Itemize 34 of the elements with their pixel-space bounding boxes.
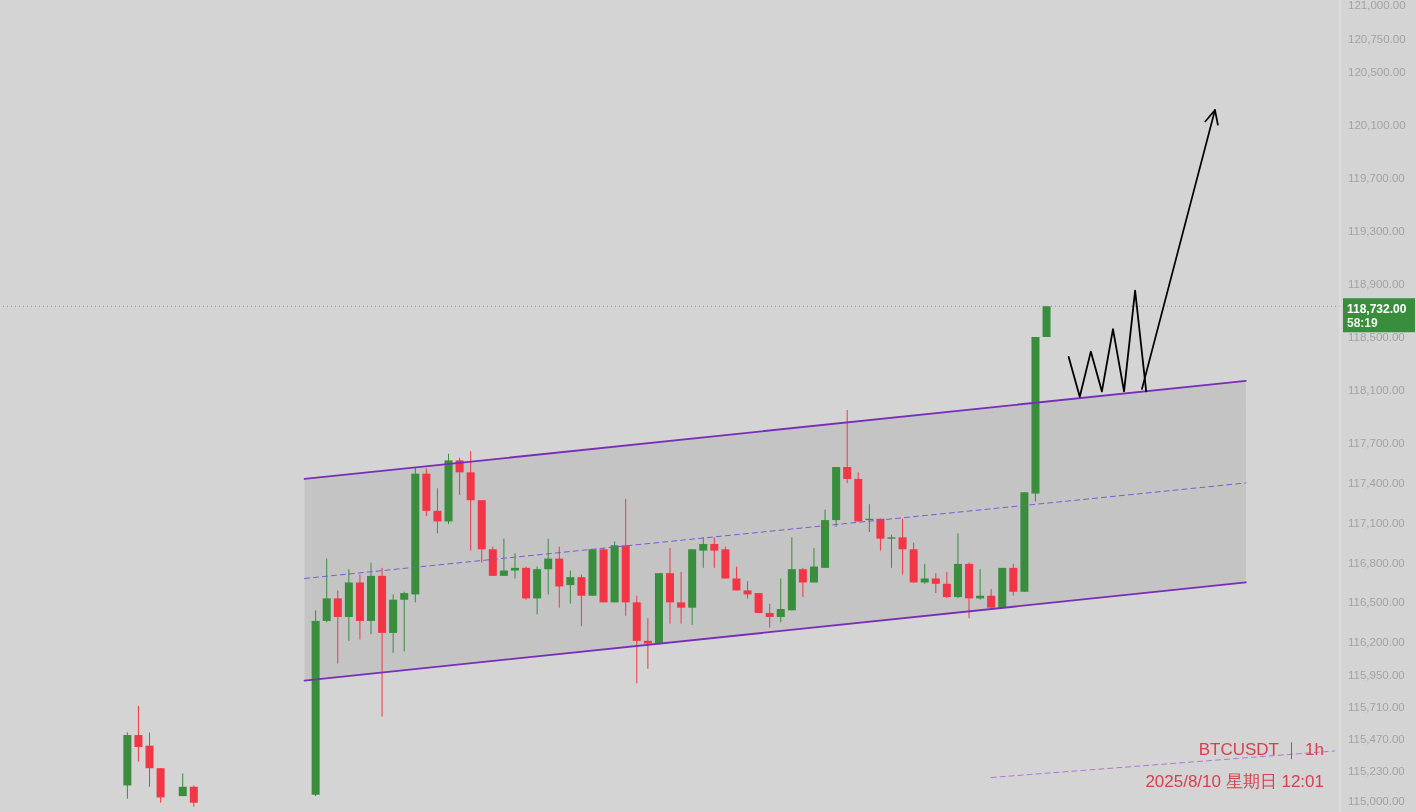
candlestick: [333, 589, 342, 664]
candlestick: [765, 603, 774, 629]
candlestick: [798, 567, 807, 598]
annotation: 2025/8/10 星期日 12:01: [1145, 771, 1324, 793]
candlestick: [577, 574, 586, 627]
candlestick: [677, 571, 686, 625]
candlestick: [898, 518, 907, 575]
candlestick: [510, 552, 519, 579]
candlestick: [710, 536, 719, 569]
candlestick: [1009, 563, 1018, 597]
candlestick: [754, 592, 763, 614]
text: 58:19: [1347, 316, 1379, 331]
candlestick: [931, 572, 940, 594]
candlestick: [566, 570, 575, 605]
candlestick: [499, 538, 508, 577]
candlestick: [544, 538, 553, 595]
candlestick: [699, 536, 708, 569]
ref-line-label: 118,732.00: [1347, 302, 1407, 317]
candlestick: [433, 487, 442, 534]
candlestick: [809, 547, 818, 583]
candlestick: [322, 558, 331, 623]
line-series: [1067, 289, 1148, 398]
candlestick: [843, 409, 852, 484]
candlestick: [134, 705, 143, 763]
candlestick: [876, 518, 885, 552]
candlestick: [987, 588, 996, 609]
candlestick: [920, 563, 929, 585]
candlestick: [776, 577, 785, 623]
candlestick: [189, 784, 198, 808]
candlestick: [887, 534, 896, 569]
candlestick: [400, 591, 409, 652]
candlestick: [942, 571, 951, 599]
annotation: BTCUSDT ｜ 1h: [1197, 739, 1324, 762]
candlestick: [145, 731, 154, 788]
